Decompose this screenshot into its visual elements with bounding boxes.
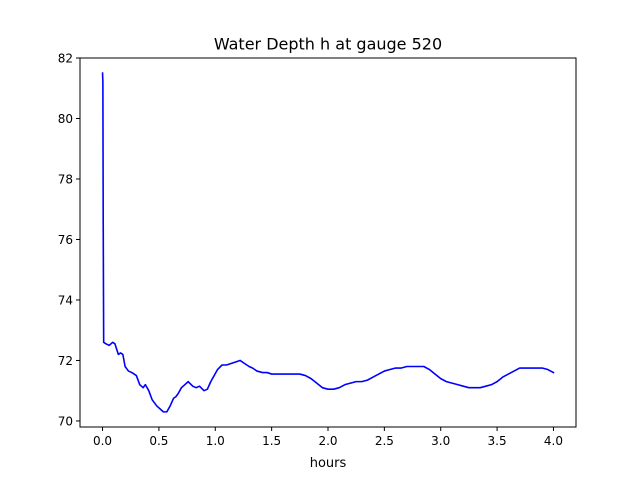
x-tick-label: 3.0 bbox=[431, 434, 450, 448]
x-tick-label: 2.0 bbox=[318, 434, 337, 448]
y-tick-label: 74 bbox=[58, 293, 73, 307]
y-tick-label: 82 bbox=[58, 52, 73, 66]
x-tick-label: 4.0 bbox=[544, 434, 563, 448]
y-tick-label: 80 bbox=[58, 112, 73, 126]
chart-title: Water Depth h at gauge 520 bbox=[214, 35, 442, 54]
axes-frame bbox=[79, 57, 577, 428]
y-tick-label: 70 bbox=[58, 414, 73, 428]
x-tick-label: 3.5 bbox=[488, 434, 507, 448]
x-axis-label: hours bbox=[310, 456, 347, 471]
x-tick-label: 1.0 bbox=[206, 434, 225, 448]
plot-area bbox=[80, 58, 576, 427]
y-tick-label: 76 bbox=[58, 233, 73, 247]
y-tick-label: 78 bbox=[58, 172, 73, 186]
y-tick-label: 72 bbox=[58, 354, 73, 368]
x-tick-label: 1.5 bbox=[262, 434, 281, 448]
series-line bbox=[101, 72, 555, 413]
x-tick-label: 0.5 bbox=[149, 434, 168, 448]
x-tick-label: 0.0 bbox=[93, 434, 112, 448]
x-axis-ticks: 0.0 0.5 1.0 1.5 2.0 2.5 3.0 3.5 4.0 bbox=[93, 427, 563, 448]
x-tick-label: 2.5 bbox=[375, 434, 394, 448]
y-axis-ticks: 70 72 74 76 78 80 82 bbox=[58, 52, 80, 428]
axes-background bbox=[80, 58, 576, 427]
